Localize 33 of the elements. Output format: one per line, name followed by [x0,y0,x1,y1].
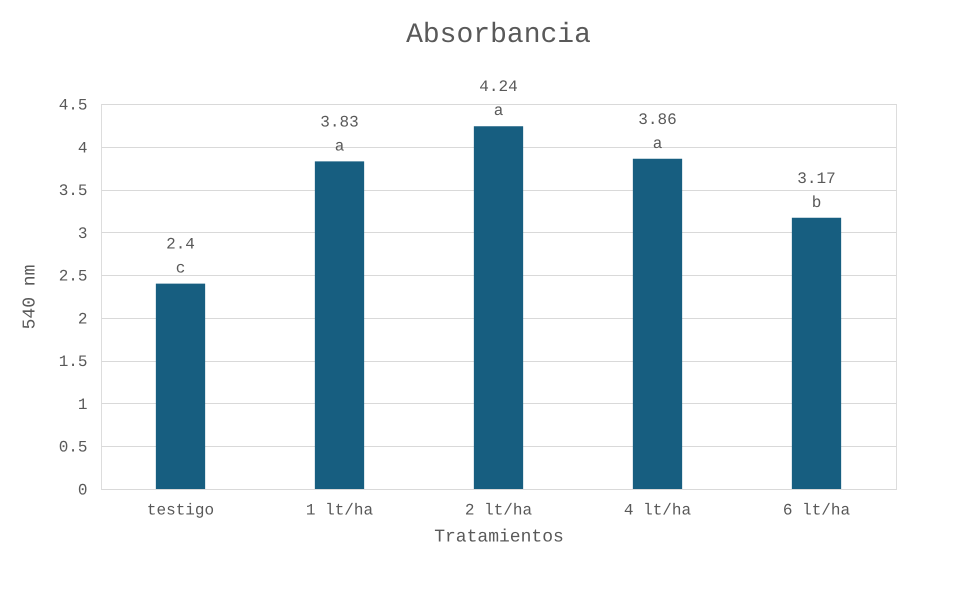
bar [792,218,842,489]
x-tick-label: testigo [146,502,214,520]
data-label: 3.86 [638,110,677,129]
bar [314,161,364,489]
bar [474,126,524,489]
chart-title: Absorbancia [406,20,591,52]
bar [156,284,206,489]
data-label: 3.17 [797,170,836,188]
annotation: a [652,134,663,153]
y-tick-label: 1 [78,396,88,414]
x-axis-title: Tratamientos [434,528,564,548]
x-tick-label: 2 lt/ha [464,502,532,520]
data-label: 2.4 [166,236,195,254]
y-tick-label: 0.5 [58,438,88,457]
annotation: c [176,260,186,278]
data-label: 4.24 [479,78,518,96]
data-label: 3.83 [320,113,359,132]
annotation: a [494,102,504,120]
bar [632,158,682,489]
annotation: b [812,194,822,212]
y-tick-label: 4.5 [58,96,88,114]
x-tick-label: 4 lt/ha [624,502,692,520]
x-tick-label: 6 lt/ha [782,502,850,520]
y-tick-label: 3.5 [58,182,88,200]
y-axis-title: 540 nm [20,264,41,330]
y-tick-label: 0 [78,482,88,500]
y-tick-label: 4 [78,139,88,158]
y-tick-label: 2.5 [58,268,88,286]
y-tick-label: 3 [78,224,88,243]
x-tick-label: 1 lt/ha [306,502,374,520]
annotation: a [334,137,345,156]
y-tick-label: 2 [78,310,88,328]
y-tick-label: 1.5 [58,353,88,372]
